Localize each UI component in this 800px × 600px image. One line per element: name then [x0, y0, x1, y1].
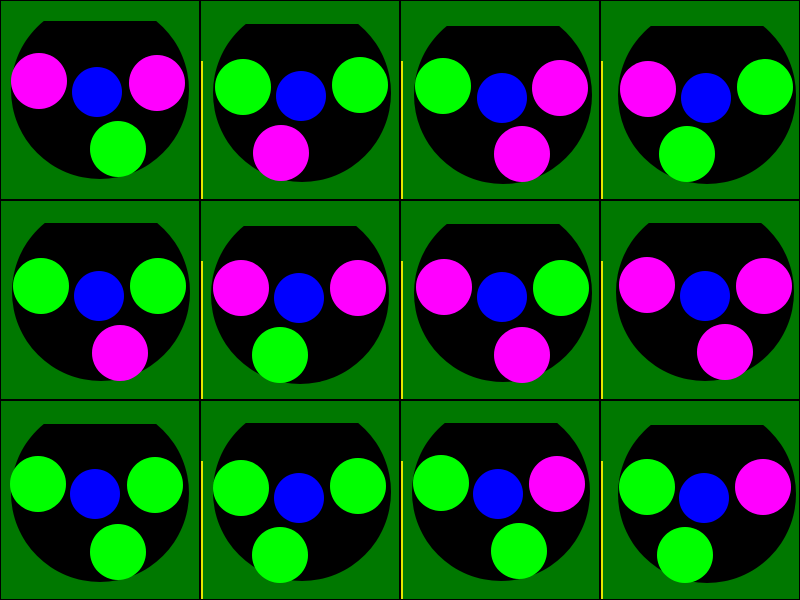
tile-edge-marker [601, 461, 603, 599]
green-ball-right[interactable] [332, 57, 388, 113]
bowl-rim [401, 401, 599, 423]
puzzle-tile[interactable] [1, 401, 199, 599]
green-ball-left[interactable] [215, 59, 271, 115]
bowl-rim [601, 201, 799, 223]
bowl-rim [601, 401, 799, 425]
puzzle-tile[interactable] [401, 1, 599, 199]
green-ball-bottom[interactable] [90, 121, 146, 177]
green-ball-bottom[interactable] [252, 527, 308, 583]
puzzle-tile[interactable] [601, 401, 799, 599]
puzzle-tile[interactable] [401, 401, 599, 599]
green-ball-left[interactable] [10, 456, 66, 512]
puzzle-tile[interactable] [201, 1, 399, 199]
magenta-ball-right[interactable] [736, 258, 792, 314]
blue-ball-center[interactable] [74, 271, 124, 321]
magenta-ball-bottom[interactable] [253, 125, 309, 181]
magenta-ball-bottom[interactable] [697, 324, 753, 380]
bowl-rim [601, 1, 799, 26]
blue-ball-center[interactable] [70, 469, 120, 519]
magenta-ball-left[interactable] [213, 260, 269, 316]
blue-ball-center[interactable] [680, 271, 730, 321]
green-ball-left[interactable] [213, 460, 269, 516]
blue-ball-center[interactable] [72, 67, 122, 117]
puzzle-tile[interactable] [1, 1, 199, 199]
green-ball-right[interactable] [330, 458, 386, 514]
blue-ball-center[interactable] [681, 73, 731, 123]
blue-ball-center[interactable] [473, 469, 523, 519]
puzzle-tile[interactable] [601, 201, 799, 399]
magenta-ball-left[interactable] [11, 53, 67, 109]
bowl-rim [1, 201, 199, 223]
magenta-ball-right[interactable] [532, 60, 588, 116]
magenta-ball-right[interactable] [330, 260, 386, 316]
magenta-ball-bottom[interactable] [92, 325, 148, 381]
magenta-ball-right[interactable] [735, 459, 791, 515]
green-ball-left[interactable] [415, 58, 471, 114]
bowl-rim [201, 201, 399, 226]
blue-ball-center[interactable] [276, 71, 326, 121]
green-ball-right[interactable] [127, 457, 183, 513]
tile-edge-marker [201, 61, 203, 199]
bowl-rim [401, 1, 599, 26]
bowl-rim [201, 401, 399, 423]
tile-edge-marker [201, 261, 203, 399]
magenta-ball-left[interactable] [620, 61, 676, 117]
blue-ball-center[interactable] [274, 273, 324, 323]
tile-edge-marker [601, 261, 603, 399]
green-ball-right[interactable] [130, 258, 186, 314]
blue-ball-center[interactable] [274, 473, 324, 523]
puzzle-tile[interactable] [201, 401, 399, 599]
green-ball-left[interactable] [413, 455, 469, 511]
green-ball-bottom[interactable] [90, 524, 146, 580]
tile-edge-marker [401, 461, 403, 599]
green-ball-bottom[interactable] [659, 126, 715, 182]
bowl-rim [201, 1, 399, 24]
bowl-rim [1, 401, 199, 424]
blue-ball-center[interactable] [679, 473, 729, 523]
green-ball-left[interactable] [13, 258, 69, 314]
green-ball-bottom[interactable] [252, 327, 308, 383]
green-ball-right[interactable] [737, 59, 793, 115]
magenta-ball-bottom[interactable] [494, 327, 550, 383]
green-ball-bottom[interactable] [657, 527, 713, 583]
blue-ball-center[interactable] [477, 272, 527, 322]
puzzle-tile[interactable] [601, 1, 799, 199]
magenta-ball-left[interactable] [619, 257, 675, 313]
magenta-ball-left[interactable] [416, 259, 472, 315]
magenta-ball-right[interactable] [529, 456, 585, 512]
green-ball-bottom[interactable] [491, 523, 547, 579]
bowl-rim [1, 1, 199, 21]
bowl-rim [401, 201, 599, 224]
green-ball-right[interactable] [533, 260, 589, 316]
tile-edge-marker [401, 61, 403, 199]
puzzle-tile[interactable] [401, 201, 599, 399]
puzzle-tile[interactable] [201, 201, 399, 399]
green-ball-left[interactable] [619, 459, 675, 515]
tile-edge-marker [201, 461, 203, 599]
puzzle-tile[interactable] [1, 201, 199, 399]
magenta-ball-right[interactable] [129, 55, 185, 111]
tile-edge-marker [401, 261, 403, 399]
tile-edge-marker [601, 61, 603, 199]
blue-ball-center[interactable] [477, 73, 527, 123]
magenta-ball-bottom[interactable] [494, 126, 550, 182]
